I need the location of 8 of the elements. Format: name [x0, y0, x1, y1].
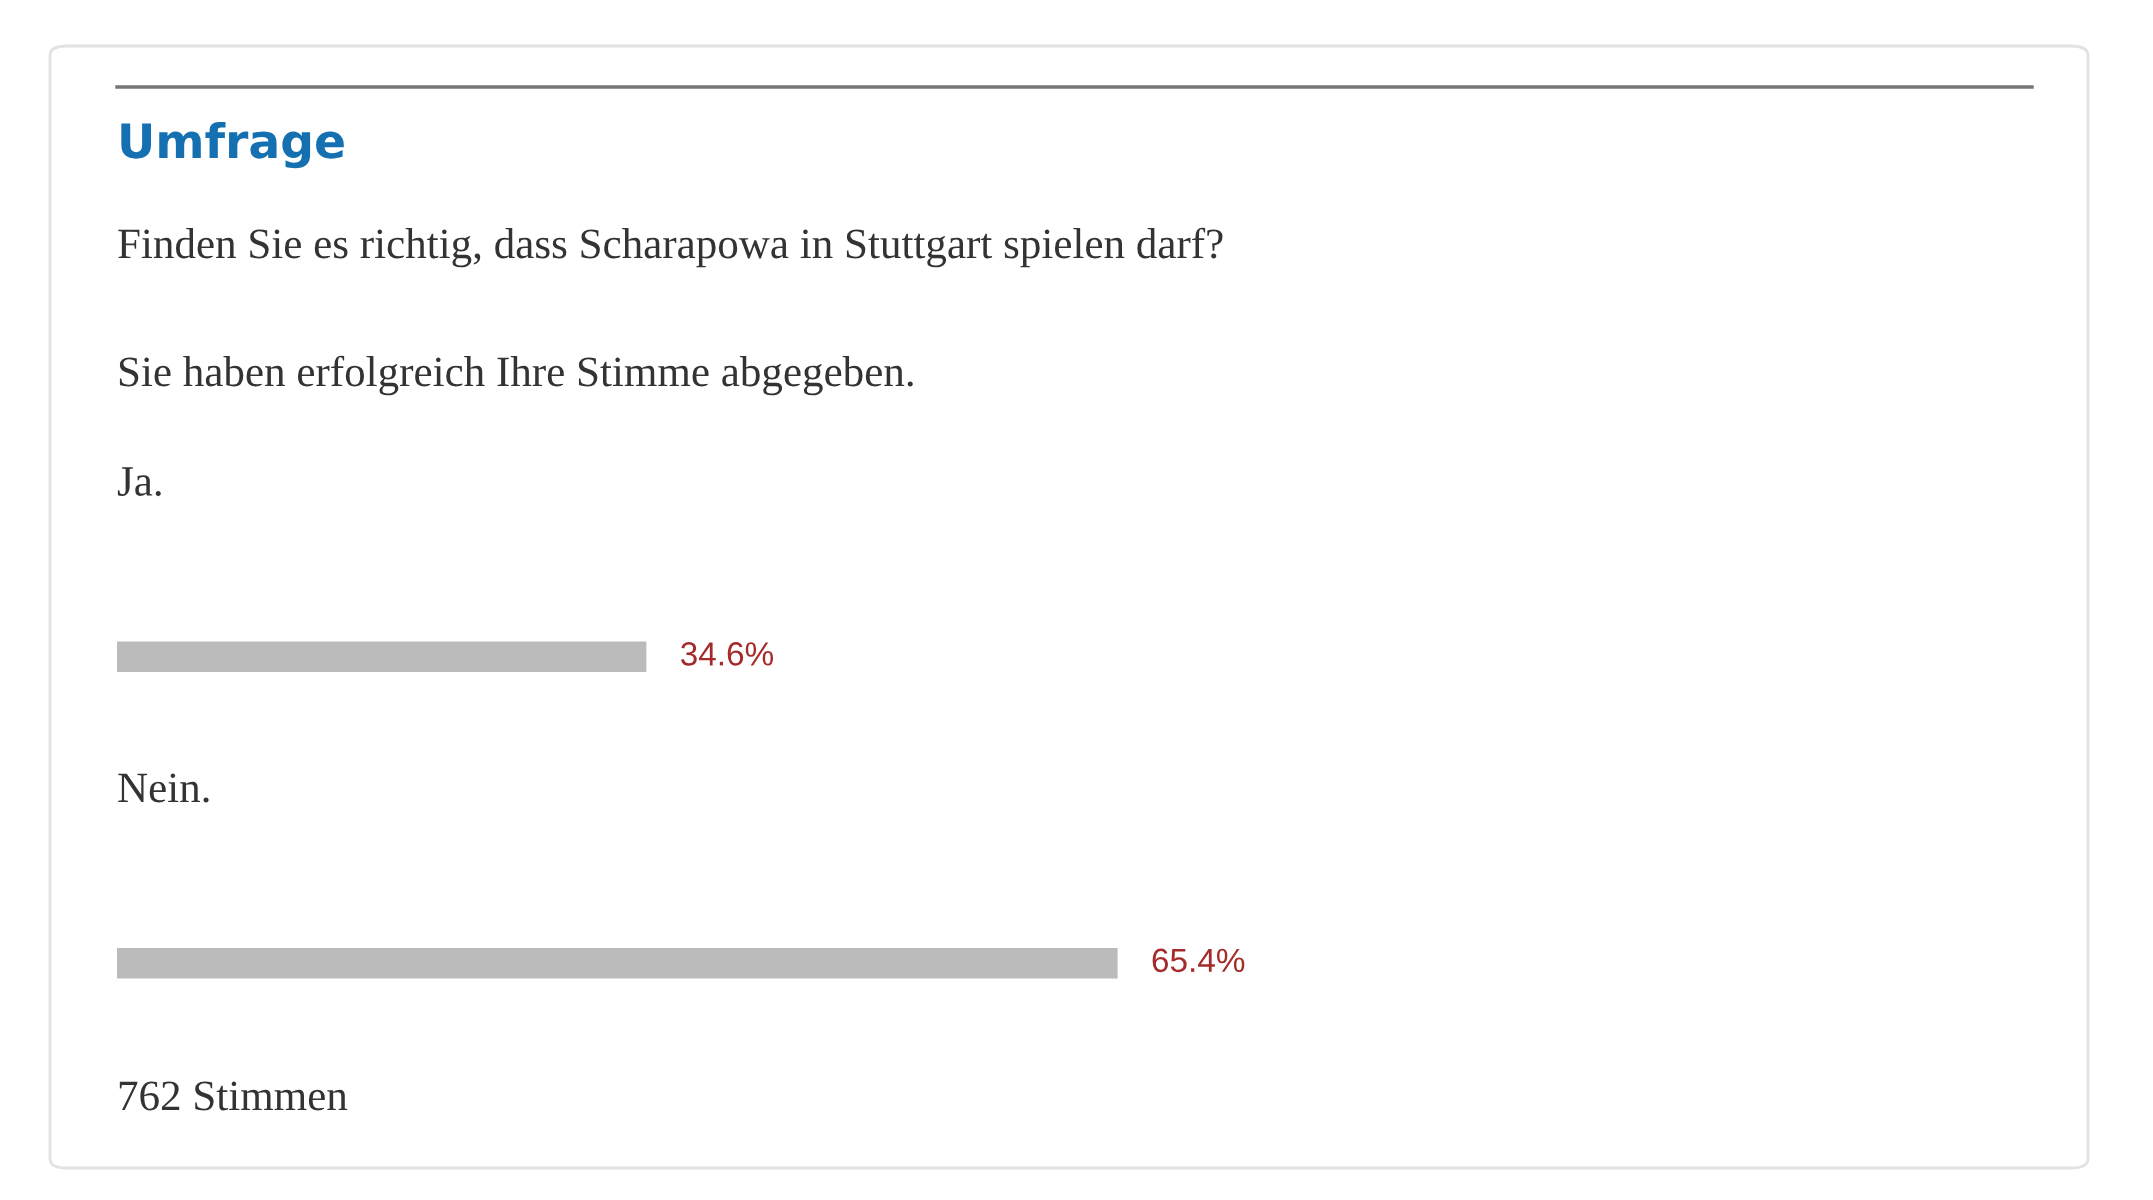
chart-title: Umfrage	[121, 122, 344, 169]
chart-subtitle: Finden Sie es richtig, dass Scharapowa in Stuttgart spielen darf?	[118, 227, 1223, 268]
y-tick-label: Ja.	[117, 467, 161, 497]
data-label: 34.6%	[680, 642, 774, 666]
text: Sie haben erfolgreich Ihre Stimme abgegeben.	[119, 355, 913, 396]
data-label: 65.4%	[1152, 948, 1245, 973]
text: 762 Stimmen	[119, 1081, 348, 1111]
y-tick-label: Nein.	[118, 773, 209, 803]
